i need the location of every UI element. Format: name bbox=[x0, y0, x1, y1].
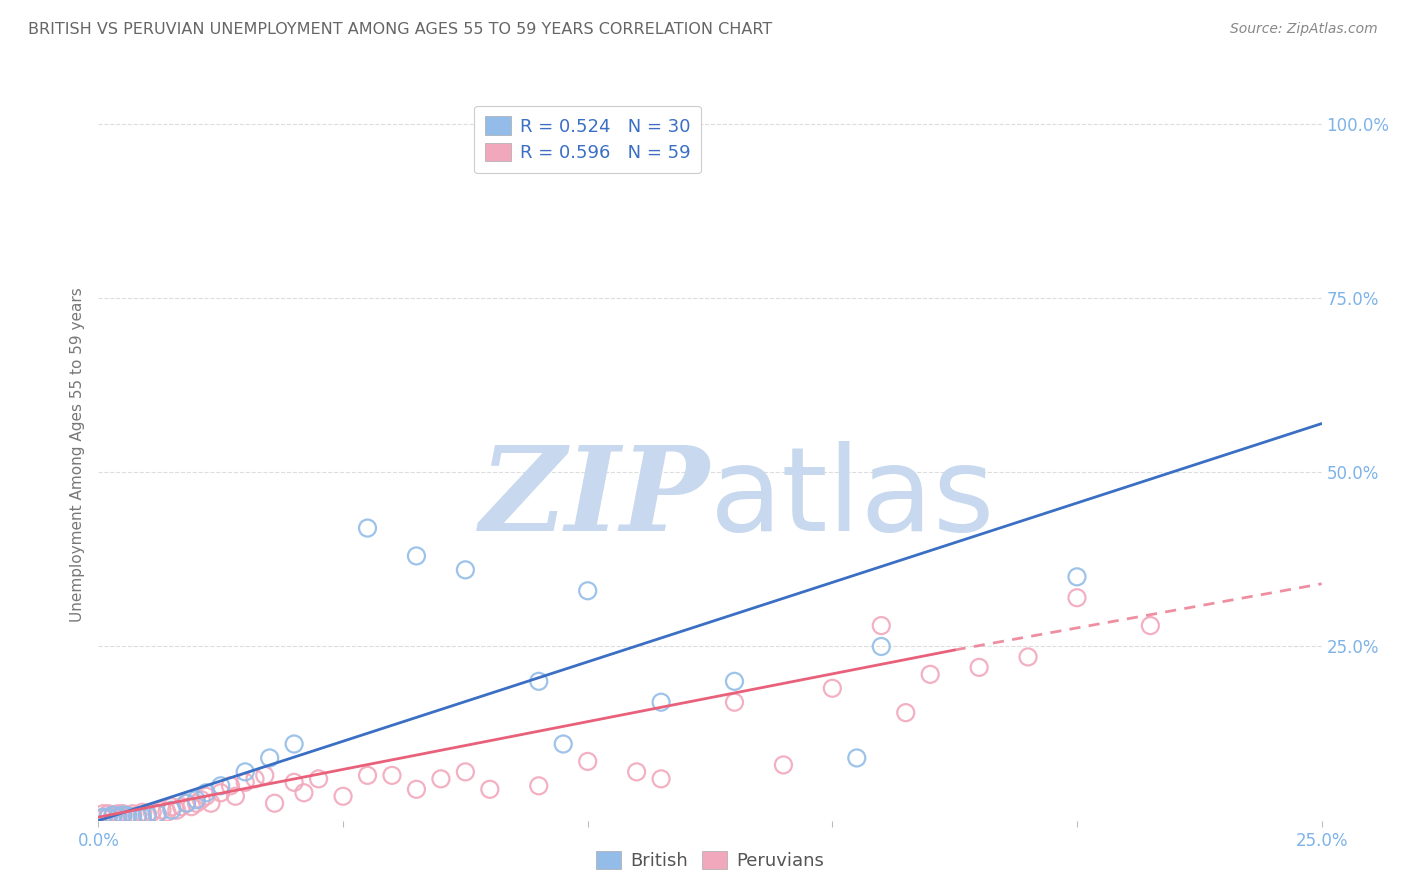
Point bbox=[200, 796, 222, 810]
Point bbox=[176, 796, 198, 810]
Point bbox=[131, 805, 153, 820]
Point bbox=[166, 803, 188, 817]
Point bbox=[454, 764, 477, 779]
Point bbox=[160, 803, 183, 817]
Point bbox=[243, 772, 266, 786]
Point bbox=[101, 808, 124, 822]
Point bbox=[136, 808, 159, 822]
Point bbox=[283, 737, 305, 751]
Point bbox=[186, 796, 208, 810]
Point bbox=[650, 772, 672, 786]
Point bbox=[478, 782, 501, 797]
Point bbox=[160, 799, 183, 814]
Point bbox=[870, 640, 893, 654]
Point bbox=[141, 805, 163, 820]
Point bbox=[723, 674, 745, 689]
Point bbox=[626, 764, 648, 779]
Point bbox=[772, 758, 794, 772]
Point bbox=[723, 695, 745, 709]
Point bbox=[253, 768, 276, 782]
Point bbox=[176, 796, 198, 810]
Point bbox=[136, 806, 159, 821]
Point bbox=[91, 810, 114, 824]
Point bbox=[1017, 649, 1039, 664]
Point bbox=[101, 808, 124, 822]
Point bbox=[146, 806, 169, 821]
Point bbox=[195, 789, 218, 804]
Point bbox=[97, 810, 120, 824]
Point bbox=[156, 805, 179, 820]
Point bbox=[920, 667, 942, 681]
Point bbox=[209, 779, 232, 793]
Point bbox=[259, 751, 281, 765]
Point bbox=[97, 810, 120, 824]
Point bbox=[1066, 591, 1088, 605]
Point bbox=[180, 799, 202, 814]
Point bbox=[967, 660, 990, 674]
Point bbox=[292, 786, 315, 800]
Point bbox=[107, 810, 129, 824]
Point bbox=[821, 681, 844, 696]
Point bbox=[111, 808, 134, 822]
Point bbox=[527, 779, 550, 793]
Point bbox=[553, 737, 575, 751]
Point bbox=[190, 793, 212, 807]
Point bbox=[356, 768, 378, 782]
Point bbox=[224, 789, 246, 804]
Point bbox=[332, 789, 354, 804]
Point bbox=[127, 809, 149, 823]
Point bbox=[121, 806, 143, 821]
Point bbox=[219, 779, 242, 793]
Point bbox=[233, 764, 256, 779]
Point bbox=[117, 808, 139, 822]
Legend: British, Peruvians: British, Peruvians bbox=[589, 844, 831, 878]
Point bbox=[1139, 618, 1161, 632]
Text: atlas: atlas bbox=[710, 442, 995, 557]
Point bbox=[381, 768, 404, 782]
Y-axis label: Unemployment Among Ages 55 to 59 years: Unemployment Among Ages 55 to 59 years bbox=[70, 287, 86, 623]
Point bbox=[107, 808, 129, 822]
Point bbox=[405, 549, 427, 563]
Point bbox=[870, 618, 893, 632]
Point bbox=[97, 806, 120, 821]
Point bbox=[131, 810, 153, 824]
Point bbox=[111, 810, 134, 824]
Point bbox=[283, 775, 305, 789]
Point bbox=[308, 772, 330, 786]
Point bbox=[894, 706, 917, 720]
Point bbox=[405, 782, 427, 797]
Point bbox=[845, 751, 868, 765]
Point bbox=[454, 563, 477, 577]
Text: ZIP: ZIP bbox=[479, 442, 710, 557]
Point bbox=[107, 806, 129, 821]
Point bbox=[150, 803, 173, 817]
Point bbox=[263, 796, 285, 810]
Point bbox=[356, 521, 378, 535]
Point bbox=[91, 806, 114, 821]
Point bbox=[209, 786, 232, 800]
Point bbox=[650, 695, 672, 709]
Point bbox=[127, 808, 149, 822]
Point bbox=[576, 755, 599, 769]
Point bbox=[1066, 570, 1088, 584]
Point bbox=[121, 810, 143, 824]
Point bbox=[576, 583, 599, 598]
Point bbox=[91, 810, 114, 824]
Point bbox=[186, 793, 208, 807]
Point bbox=[146, 806, 169, 821]
Point bbox=[101, 810, 124, 824]
Point bbox=[111, 806, 134, 821]
Point bbox=[233, 775, 256, 789]
Text: Source: ZipAtlas.com: Source: ZipAtlas.com bbox=[1230, 22, 1378, 37]
Point bbox=[117, 809, 139, 823]
Point bbox=[195, 786, 218, 800]
Point bbox=[170, 799, 193, 814]
Point bbox=[527, 674, 550, 689]
Point bbox=[430, 772, 453, 786]
Text: BRITISH VS PERUVIAN UNEMPLOYMENT AMONG AGES 55 TO 59 YEARS CORRELATION CHART: BRITISH VS PERUVIAN UNEMPLOYMENT AMONG A… bbox=[28, 22, 772, 37]
